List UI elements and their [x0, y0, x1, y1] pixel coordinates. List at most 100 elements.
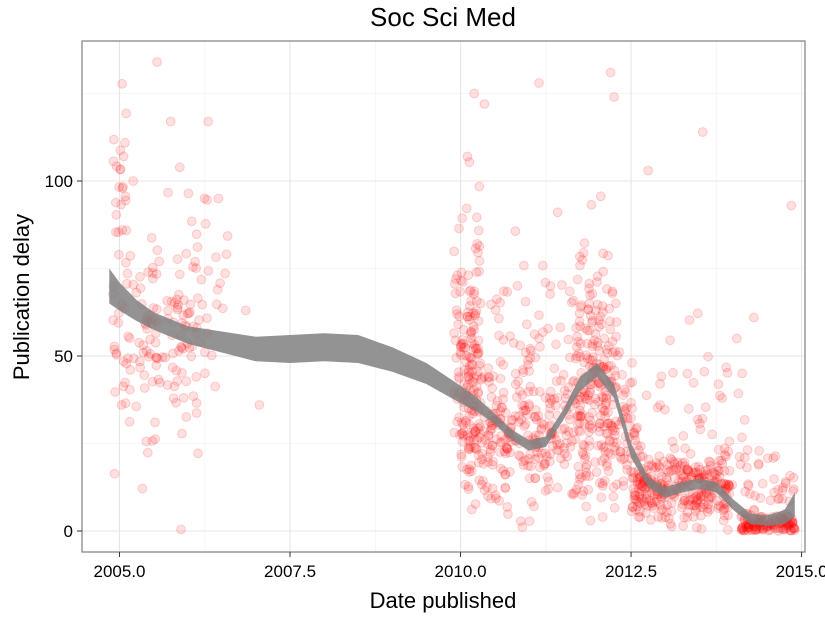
scatter-point — [470, 310, 480, 321]
scatter-point — [517, 522, 528, 533]
scatter-point — [181, 412, 192, 422]
scatter-point — [574, 251, 585, 262]
scatter-point — [519, 400, 529, 411]
scatter-point — [470, 499, 481, 509]
scatter-point — [523, 386, 534, 397]
scatter-point — [453, 319, 464, 330]
scatter-point — [679, 471, 689, 482]
scatter-point — [642, 489, 653, 500]
scatter-point — [637, 486, 647, 497]
scatter-point — [574, 469, 585, 480]
scatter-point — [539, 459, 550, 469]
scatter-point — [625, 378, 635, 388]
scatter-point — [722, 368, 733, 378]
scatter-point — [485, 447, 496, 458]
scatter-point — [705, 504, 715, 515]
scatter-point — [612, 350, 623, 361]
scatter-point — [454, 412, 465, 423]
scatter-point — [785, 525, 796, 536]
scatter-point — [518, 406, 529, 416]
scatter-point — [718, 478, 729, 489]
scatter-point — [713, 465, 723, 476]
scatter-point — [557, 280, 567, 290]
scatter-point — [483, 363, 494, 374]
scatter-point — [737, 432, 747, 443]
scatter-point — [222, 231, 233, 241]
scatter-point — [735, 459, 746, 470]
scatter-point — [762, 453, 773, 464]
scatter-point — [202, 313, 212, 324]
scatter-point — [639, 496, 649, 507]
scatter-point — [612, 437, 622, 448]
scatter-point — [662, 460, 673, 470]
scatter-point — [666, 498, 677, 508]
scatter-point — [511, 392, 522, 403]
scatter-point — [698, 502, 708, 513]
scatter-point — [571, 342, 582, 353]
scatter-point — [177, 344, 188, 354]
scatter-point — [691, 497, 702, 508]
scatter-point — [534, 310, 544, 321]
scatter-point — [656, 471, 667, 482]
scatter-point — [682, 465, 692, 475]
scatter-point — [682, 464, 693, 475]
scatter-point — [588, 352, 598, 363]
scatter-point — [594, 346, 605, 356]
scatter-point — [682, 464, 693, 475]
scatter-point — [743, 479, 753, 490]
scatter-point — [573, 336, 583, 347]
scatter-point — [176, 341, 187, 352]
scatter-point — [609, 365, 620, 376]
scatter-point — [471, 444, 482, 455]
scatter-point — [464, 286, 475, 297]
scatter-point — [675, 466, 685, 477]
scatter-point — [647, 498, 657, 509]
scatter-point — [500, 469, 511, 480]
scatter-point — [688, 494, 699, 504]
scatter-point — [630, 490, 641, 501]
scatter-point — [579, 418, 590, 429]
scatter-point — [516, 415, 527, 425]
scatter-point — [631, 424, 641, 434]
scatter-point — [478, 459, 489, 469]
scatter-point — [536, 448, 547, 459]
scatter-point — [525, 353, 535, 363]
scatter-point — [788, 472, 799, 483]
scatter-point — [455, 347, 466, 358]
scatter-point — [128, 176, 139, 186]
scatter-point — [490, 490, 501, 501]
scatter-point — [656, 371, 667, 382]
scatter-point — [724, 480, 734, 491]
scatter-point — [723, 479, 734, 490]
scatter-point — [530, 412, 541, 422]
smooth-confidence-band — [109, 268, 795, 526]
x-axis-title: Date published — [370, 588, 517, 613]
scatter-point — [480, 435, 491, 445]
scatter-point — [686, 500, 697, 511]
scatter-point — [188, 262, 198, 272]
scatter-point — [524, 366, 535, 376]
scatter-point — [696, 491, 706, 502]
scatter-point — [594, 315, 604, 326]
scatter-point — [523, 399, 534, 410]
scatter-point — [719, 479, 730, 490]
scatter-point — [123, 353, 133, 364]
scatter-point — [172, 254, 183, 265]
scatter-point — [478, 476, 488, 486]
scatter-point — [676, 470, 686, 481]
scatter-point — [540, 458, 550, 469]
scatter-point — [463, 307, 473, 318]
scatter-point — [600, 447, 611, 457]
scatter-point — [467, 338, 477, 349]
scatter-point — [579, 441, 590, 451]
scatter-point — [691, 522, 702, 533]
scatter-point — [671, 462, 682, 473]
scatter-point — [622, 460, 632, 470]
scatter-point — [601, 390, 612, 401]
scatter-point — [669, 443, 680, 454]
scatter-point — [457, 213, 468, 224]
scatter-point — [141, 346, 152, 356]
scatter-point — [240, 305, 251, 316]
scatter-point — [614, 347, 625, 358]
scatter-point — [628, 467, 639, 478]
